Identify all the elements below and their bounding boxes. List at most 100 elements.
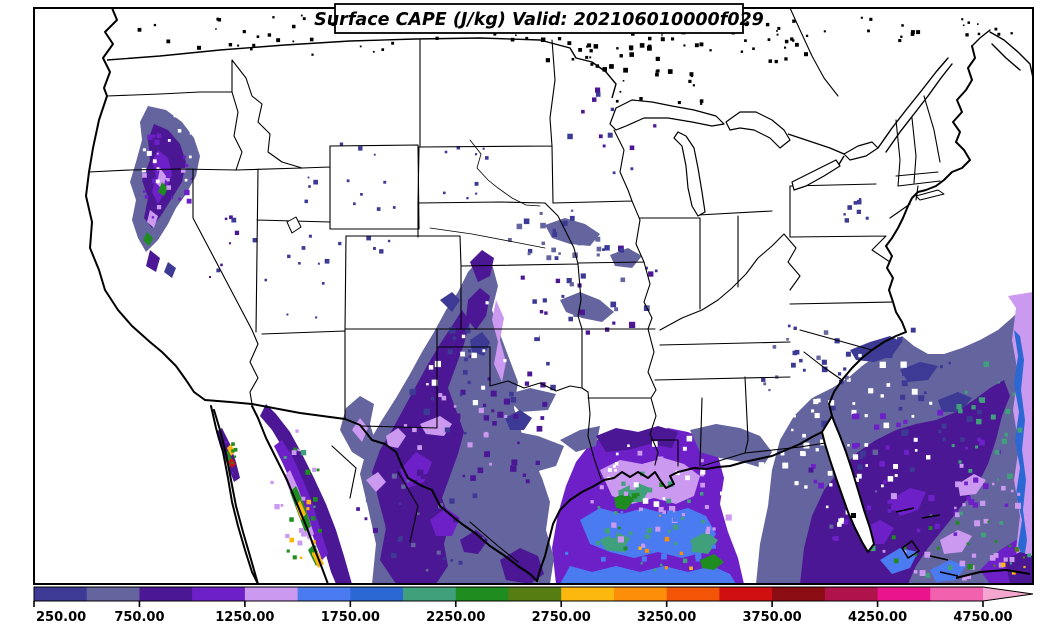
cape-speckle <box>667 529 671 533</box>
cape-speckle <box>680 517 684 520</box>
cape-speckle <box>171 196 174 199</box>
cape-speckle <box>962 503 966 507</box>
cape-speckle <box>962 575 967 581</box>
cape-field-part <box>147 168 166 228</box>
cape-speckle <box>156 167 160 171</box>
coastlines <box>85 9 1032 584</box>
cape-field-part <box>1014 330 1027 560</box>
cape-speckle <box>459 393 463 397</box>
cape-speckle <box>472 400 478 406</box>
cape-speckle <box>700 102 703 105</box>
cape-speckle <box>866 505 872 510</box>
cape-speckle <box>444 427 450 433</box>
cape-speckle <box>177 129 182 133</box>
cape-region-plains-purple <box>372 250 494 584</box>
cape-speckle <box>660 563 663 567</box>
cape-speckle <box>885 445 890 450</box>
cape-speckle <box>527 252 531 256</box>
cape-speckle <box>411 542 416 548</box>
cape-speckle <box>767 38 771 41</box>
cape-speckle <box>648 36 652 41</box>
cape-speckle <box>989 555 996 561</box>
cape-speckle <box>527 371 533 377</box>
state-boundaries-part <box>639 183 894 467</box>
cape-speckle <box>852 443 858 449</box>
cape-speckle <box>662 510 666 514</box>
cape-speckle <box>142 148 146 152</box>
cape-speckle <box>438 450 444 456</box>
cape-speckle <box>695 557 700 562</box>
cape-speckle <box>958 460 962 464</box>
cape-speckle <box>813 360 817 364</box>
cape-speckle <box>880 413 886 420</box>
cape-speckle <box>673 542 678 546</box>
cape-speckle <box>313 497 318 502</box>
cape-speckle <box>823 330 829 335</box>
cape-speckle <box>300 449 307 456</box>
cape-speckle <box>264 278 267 282</box>
cape-speckle <box>373 153 376 156</box>
cape-speckle <box>844 375 849 380</box>
cape-speckle <box>569 215 575 221</box>
cape-speckle <box>517 307 523 313</box>
cape-speckle <box>307 176 310 179</box>
cape-speckle <box>854 461 859 465</box>
cape-field-part <box>850 336 972 412</box>
cape-speckle <box>420 323 426 329</box>
cape-speckle <box>840 517 844 522</box>
cape-speckle <box>485 301 489 305</box>
cape-speckle <box>392 206 396 209</box>
cape-speckle <box>904 546 907 550</box>
cape-speckle <box>997 478 1000 481</box>
cape-speckle <box>911 388 918 395</box>
cape-speckle <box>825 505 829 509</box>
cape-speckle <box>623 546 628 551</box>
cape-speckle <box>155 179 160 184</box>
cape-speckle <box>353 202 356 206</box>
cape-speckle <box>178 197 182 201</box>
cape-speckle <box>610 107 615 112</box>
cape-speckle <box>503 398 510 405</box>
cape-speckle <box>638 507 643 512</box>
cape-speckle <box>220 263 223 267</box>
cape-speckle <box>1023 565 1026 569</box>
cape-speckle <box>474 153 478 156</box>
caribbean-islands-part <box>955 569 1031 579</box>
cape-speckle <box>356 507 360 511</box>
cape-speckle <box>913 570 918 574</box>
cape-speckle <box>376 207 381 211</box>
cape-speckle <box>482 403 487 407</box>
cape-speckle <box>621 481 626 486</box>
cape-speckle <box>492 421 497 426</box>
cape-speckle <box>515 34 517 37</box>
cape-speckle <box>393 536 398 541</box>
cape-speckle <box>358 146 363 151</box>
cape-speckle <box>851 413 858 420</box>
cape-speckle <box>997 381 1000 384</box>
cape-speckle <box>901 380 908 387</box>
cape-speckle <box>489 462 492 466</box>
cape-speckle <box>153 23 157 27</box>
cape-speckle <box>814 413 820 419</box>
cape-speckle <box>626 252 632 257</box>
cape-speckle <box>438 393 443 398</box>
cape-speckle <box>604 245 610 251</box>
cape-speckle <box>468 349 471 353</box>
cape-speckle <box>1003 557 1008 562</box>
cape-speckle <box>297 448 300 452</box>
cape-speckle <box>306 507 310 511</box>
cape-speckle <box>434 360 441 368</box>
cape-speckle <box>645 534 650 540</box>
caribbean-islands-part <box>895 507 959 577</box>
cape-speckle <box>685 522 690 527</box>
cape-speckle <box>311 53 314 56</box>
cape-speckle <box>302 17 306 21</box>
cape-speckle <box>893 558 899 564</box>
cape-speckle <box>859 455 864 459</box>
cape-speckle <box>919 570 926 576</box>
cape-speckle <box>879 361 886 368</box>
cape-speckle <box>231 217 237 223</box>
cape-speckle <box>152 134 156 138</box>
cape-speckle <box>983 483 989 489</box>
cape-speckle <box>1001 562 1006 567</box>
